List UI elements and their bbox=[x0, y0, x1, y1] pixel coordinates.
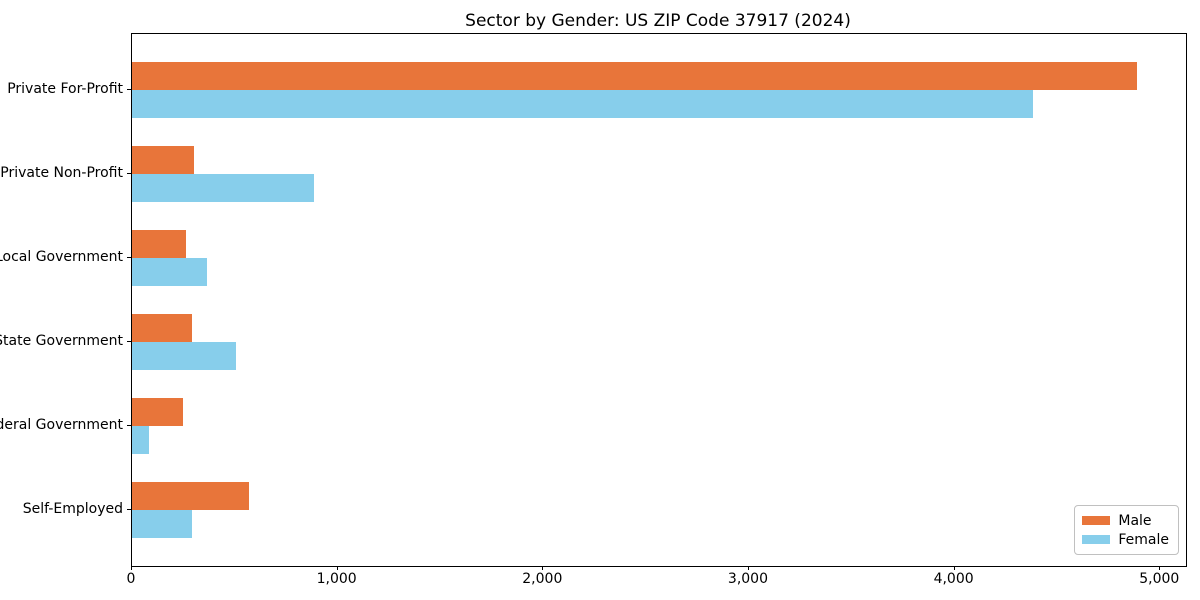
x-tick-mark bbox=[131, 566, 132, 570]
bar-male-5 bbox=[132, 482, 250, 510]
bar-female-3 bbox=[132, 342, 236, 370]
bar-male-0 bbox=[132, 62, 1137, 90]
legend: Male Female bbox=[1074, 505, 1179, 555]
y-tick-mark bbox=[127, 173, 131, 174]
y-tick-mark bbox=[127, 509, 131, 510]
y-axis-label: Federal Government bbox=[0, 417, 123, 433]
x-tick-label: 1,000 bbox=[316, 571, 357, 587]
bar-male-3 bbox=[132, 314, 192, 342]
x-tick-label: 5,000 bbox=[1139, 571, 1180, 587]
bar-female-2 bbox=[132, 258, 208, 286]
bar-female-5 bbox=[132, 510, 192, 538]
y-tick-mark bbox=[127, 89, 131, 90]
y-tick-mark bbox=[127, 425, 131, 426]
x-tick-label: 2,000 bbox=[522, 571, 563, 587]
y-axis-label: Private Non-Profit bbox=[0, 165, 123, 181]
x-tick-label: 4,000 bbox=[933, 571, 974, 587]
bar-male-2 bbox=[132, 230, 187, 258]
x-tick-mark bbox=[1159, 566, 1161, 570]
y-tick-mark bbox=[127, 257, 131, 258]
y-axis-label: State Government bbox=[0, 333, 123, 349]
legend-item-male: Male bbox=[1082, 511, 1169, 530]
bar-male-4 bbox=[132, 398, 184, 426]
legend-swatch-female bbox=[1082, 535, 1111, 544]
x-tick-label: 0 bbox=[126, 571, 136, 587]
x-tick-label: 3,000 bbox=[727, 571, 769, 587]
y-axis-label: Self-Employed bbox=[22, 501, 123, 517]
bar-female-0 bbox=[132, 90, 1033, 118]
bar-male-1 bbox=[132, 146, 194, 174]
x-tick-mark bbox=[747, 566, 749, 570]
bar-female-4 bbox=[132, 426, 150, 454]
x-tick-mark bbox=[542, 566, 544, 570]
y-tick-mark bbox=[127, 341, 131, 342]
y-axis-label: Private For-Profit bbox=[7, 81, 123, 97]
x-tick-mark bbox=[336, 566, 338, 570]
bar-female-1 bbox=[132, 174, 314, 202]
x-tick-mark bbox=[953, 566, 955, 570]
legend-swatch-male bbox=[1082, 516, 1111, 525]
y-axis-label: Local Government bbox=[0, 249, 123, 265]
legend-item-female: Female bbox=[1082, 530, 1169, 549]
legend-label: Male bbox=[1118, 512, 1152, 529]
legend-label: Female bbox=[1118, 531, 1169, 548]
chart-title: Sector by Gender: US ZIP Code 37917 (202… bbox=[465, 11, 851, 31]
plot-area: Male Female bbox=[131, 33, 1187, 567]
